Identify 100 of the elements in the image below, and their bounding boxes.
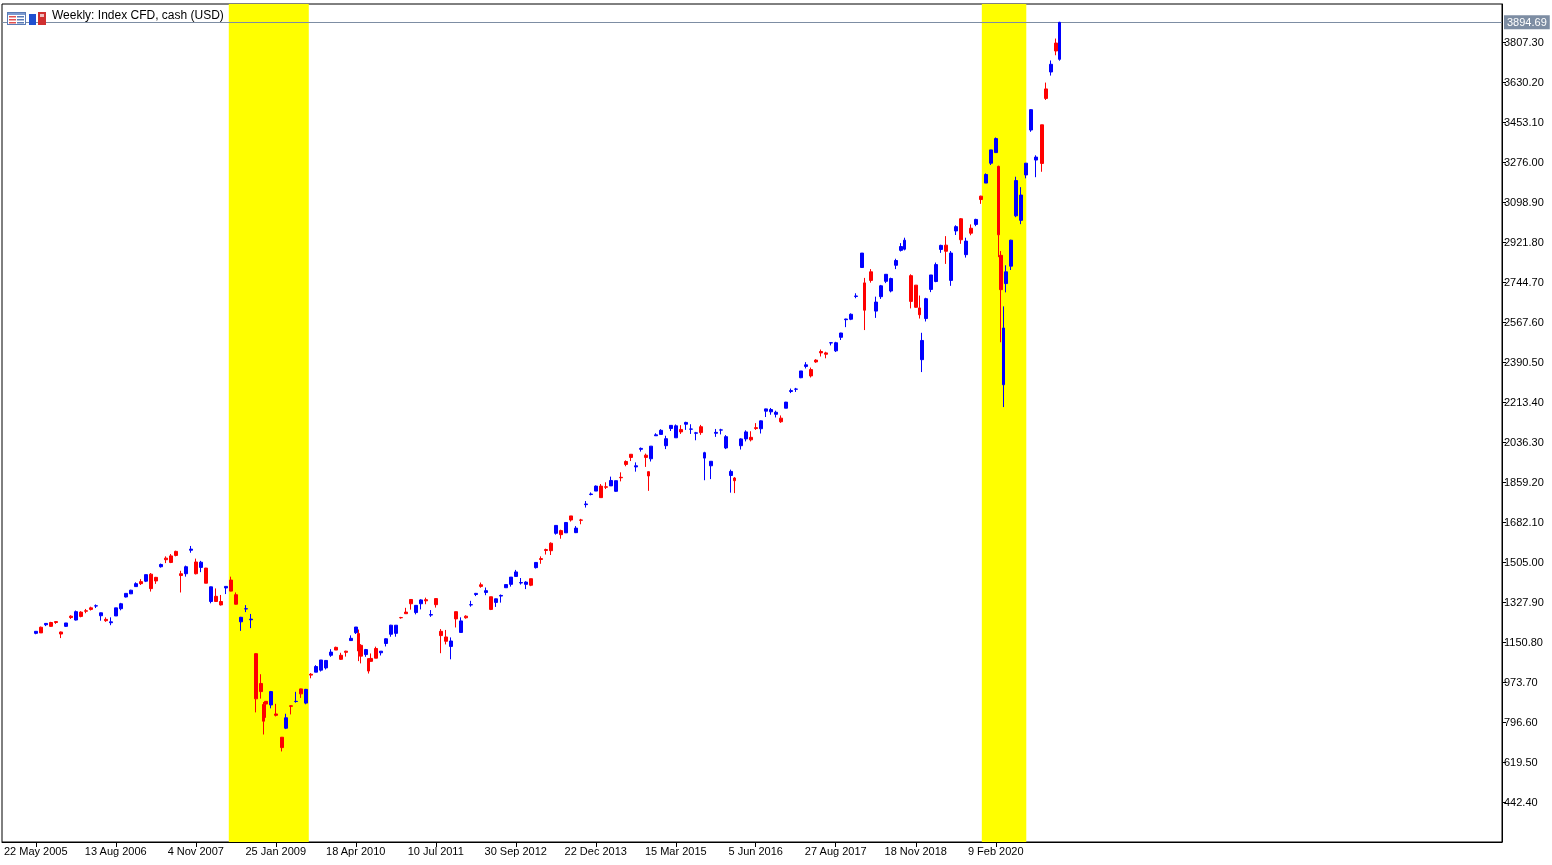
candlestick bbox=[689, 423, 693, 435]
candlestick bbox=[99, 612, 103, 622]
candlestick bbox=[814, 358, 818, 364]
candlestick bbox=[719, 428, 723, 435]
candlestick bbox=[289, 704, 293, 715]
x-tick-label: 25 Jan 2009 bbox=[245, 844, 307, 857]
x-tick-label: 5 Jun 2016 bbox=[728, 844, 783, 857]
candlestick bbox=[799, 370, 803, 379]
candlestick bbox=[224, 585, 228, 595]
candlestick bbox=[774, 410, 778, 418]
candlestick bbox=[189, 545, 193, 554]
y-tick-label: 2921.80 bbox=[1504, 236, 1544, 249]
candlestick bbox=[69, 614, 73, 620]
candlestick bbox=[339, 652, 343, 661]
candlestick bbox=[344, 650, 348, 658]
candlestick bbox=[1024, 162, 1028, 179]
candlestick bbox=[59, 631, 63, 639]
candlestick bbox=[903, 237, 906, 251]
candlestick bbox=[784, 401, 788, 409]
y-tick-label: 3453.10 bbox=[1504, 116, 1544, 129]
candlestick bbox=[779, 414, 783, 424]
candlestick bbox=[979, 195, 983, 205]
candlestick bbox=[749, 430, 753, 442]
candlestick bbox=[594, 484, 598, 492]
y-tick-label: 2744.70 bbox=[1504, 276, 1544, 289]
candlestick bbox=[664, 435, 668, 450]
candlestick bbox=[299, 688, 303, 699]
candlestick bbox=[839, 332, 843, 341]
candlestick bbox=[1044, 82, 1048, 101]
candlestick bbox=[104, 616, 108, 623]
candlestick bbox=[894, 258, 898, 270]
candlestick bbox=[284, 713, 288, 730]
y-tick-label: 1327.90 bbox=[1504, 595, 1544, 608]
candlestick bbox=[444, 629, 448, 645]
candlestick bbox=[584, 500, 588, 509]
candlestick bbox=[409, 598, 413, 611]
x-tick-label: 15 Mar 2015 bbox=[644, 844, 707, 857]
candlestick bbox=[969, 223, 973, 236]
candlestick bbox=[484, 587, 488, 596]
candlestick bbox=[694, 431, 698, 441]
candlestick bbox=[269, 690, 273, 709]
candlestick bbox=[554, 524, 558, 536]
candlestick bbox=[1009, 239, 1013, 271]
candlestick bbox=[384, 637, 388, 647]
candlestick bbox=[449, 636, 453, 660]
candlestick bbox=[619, 471, 623, 482]
candlestick bbox=[144, 574, 148, 583]
candlestick bbox=[703, 451, 706, 481]
candlestick bbox=[414, 604, 418, 615]
candlestick bbox=[304, 688, 308, 705]
candlestick bbox=[474, 592, 478, 597]
candlestick bbox=[860, 252, 864, 269]
candlestick bbox=[274, 703, 278, 717]
x-tick-label: 13 Aug 2006 bbox=[84, 844, 147, 857]
x-tick-label: 10 Jul 2011 bbox=[407, 844, 464, 857]
y-tick-label: 2390.50 bbox=[1504, 356, 1544, 369]
candlestick bbox=[1004, 264, 1008, 293]
candlestick bbox=[454, 611, 458, 628]
candlestick bbox=[334, 646, 338, 651]
candlestick bbox=[564, 521, 568, 534]
candlestick bbox=[879, 284, 883, 300]
x-tick-label: 18 Apr 2010 bbox=[326, 844, 386, 857]
candlestick bbox=[1002, 305, 1005, 408]
candlestick bbox=[209, 586, 213, 604]
candlestick bbox=[249, 613, 253, 629]
candlestick bbox=[754, 422, 758, 431]
candlestick bbox=[974, 218, 978, 227]
candlestick bbox=[920, 332, 924, 373]
candlestick bbox=[534, 561, 538, 570]
candlestick bbox=[39, 626, 43, 634]
candlestick bbox=[494, 598, 498, 608]
candlestick bbox=[679, 424, 683, 435]
candlestick bbox=[354, 626, 358, 635]
candlestick bbox=[529, 578, 533, 587]
candlestick bbox=[899, 242, 903, 252]
candlestick bbox=[364, 648, 368, 658]
candlestick bbox=[539, 555, 543, 565]
x-tick-label: 4 Nov 2007 bbox=[167, 844, 224, 857]
candlestick bbox=[159, 563, 163, 569]
candlestick bbox=[280, 736, 284, 752]
candlestick bbox=[234, 591, 238, 605]
candlestick bbox=[639, 447, 643, 453]
candlestick bbox=[579, 518, 583, 525]
candlestick bbox=[733, 476, 736, 494]
candlestick bbox=[434, 598, 438, 609]
candlestick bbox=[714, 428, 718, 438]
candlestick bbox=[94, 603, 98, 609]
candlestick bbox=[1040, 124, 1044, 173]
candlestick bbox=[329, 648, 333, 658]
candlestick bbox=[569, 515, 573, 523]
candlestick bbox=[459, 616, 463, 634]
candlestick bbox=[74, 610, 78, 621]
candlestick bbox=[644, 453, 648, 468]
candlestick bbox=[944, 235, 948, 265]
x-tick-label: 22 May 2005 bbox=[3, 844, 68, 857]
candlestick bbox=[44, 622, 48, 627]
candlestick bbox=[64, 622, 68, 628]
candlestick bbox=[939, 244, 943, 254]
y-tick-label: 1682.10 bbox=[1504, 516, 1544, 528]
candlestick bbox=[954, 224, 958, 236]
